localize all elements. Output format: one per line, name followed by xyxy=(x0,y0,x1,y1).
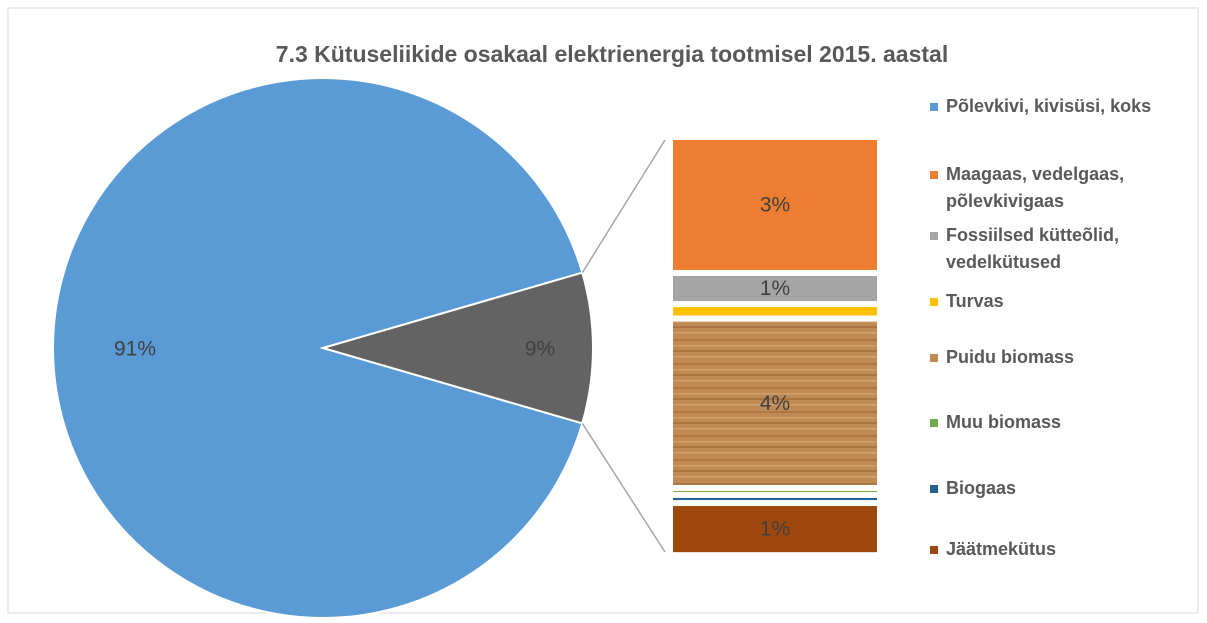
bar-segment xyxy=(673,275,877,302)
data-label: 3% xyxy=(760,194,790,217)
legend-label: Fossiilsed kütteõlid, vedelkütused xyxy=(946,225,1120,272)
legend-label: Muu biomass xyxy=(946,412,1062,432)
legend-swatch xyxy=(930,546,938,554)
legend-item: Puidu biomass xyxy=(930,344,1192,371)
legend-label: Jäätmekütus xyxy=(946,539,1057,559)
data-label: 1% xyxy=(760,518,790,541)
legend-swatch xyxy=(930,171,938,179)
legend-label: Turvas xyxy=(946,291,1004,311)
bar-segment xyxy=(673,321,877,485)
bar-segment xyxy=(673,497,877,501)
bar-segment xyxy=(673,490,877,492)
bar-segment xyxy=(673,506,877,553)
legend-swatch xyxy=(930,232,938,240)
legend-swatch xyxy=(930,354,938,362)
chart-title: 7.3 Kütuseliikide osakaal elektrienergia… xyxy=(276,41,948,67)
legend-swatch xyxy=(930,419,938,427)
legend-item: Maagaas, vedelgaas, põlevkivigaas xyxy=(930,161,1192,215)
legend-swatch xyxy=(930,298,938,306)
legend-swatch xyxy=(930,485,938,493)
data-label: 91% xyxy=(114,338,156,361)
bar-segment xyxy=(673,307,877,316)
connector xyxy=(581,422,666,553)
legend-label: Puidu biomass xyxy=(946,347,1075,367)
legend-label: Maagaas, vedelgaas, põlevkivigaas xyxy=(946,164,1125,211)
legend-item: Põlevkivi, kivisüsi, koks xyxy=(930,93,1192,120)
connector xyxy=(581,139,666,274)
legend-item: Biogaas xyxy=(930,475,1192,502)
legend-item: Fossiilsed kütteõlid, vedelkütused xyxy=(930,222,1192,276)
chart-border xyxy=(7,7,1199,614)
legend-item: Turvas xyxy=(930,288,1192,315)
legend-swatch xyxy=(930,103,938,111)
legend-item: Jäätmekütus xyxy=(930,536,1192,563)
legend-label: Biogaas xyxy=(946,478,1017,498)
legend-label: Põlevkivi, kivisüsi, koks xyxy=(946,96,1152,116)
legend-item: Muu biomass xyxy=(930,409,1192,436)
data-label: 1% xyxy=(760,277,790,300)
data-label: 4% xyxy=(760,392,790,415)
pie-slice xyxy=(52,77,584,619)
bar-segment xyxy=(673,140,877,270)
pie-slice xyxy=(319,271,594,425)
data-label: 9% xyxy=(525,338,555,361)
